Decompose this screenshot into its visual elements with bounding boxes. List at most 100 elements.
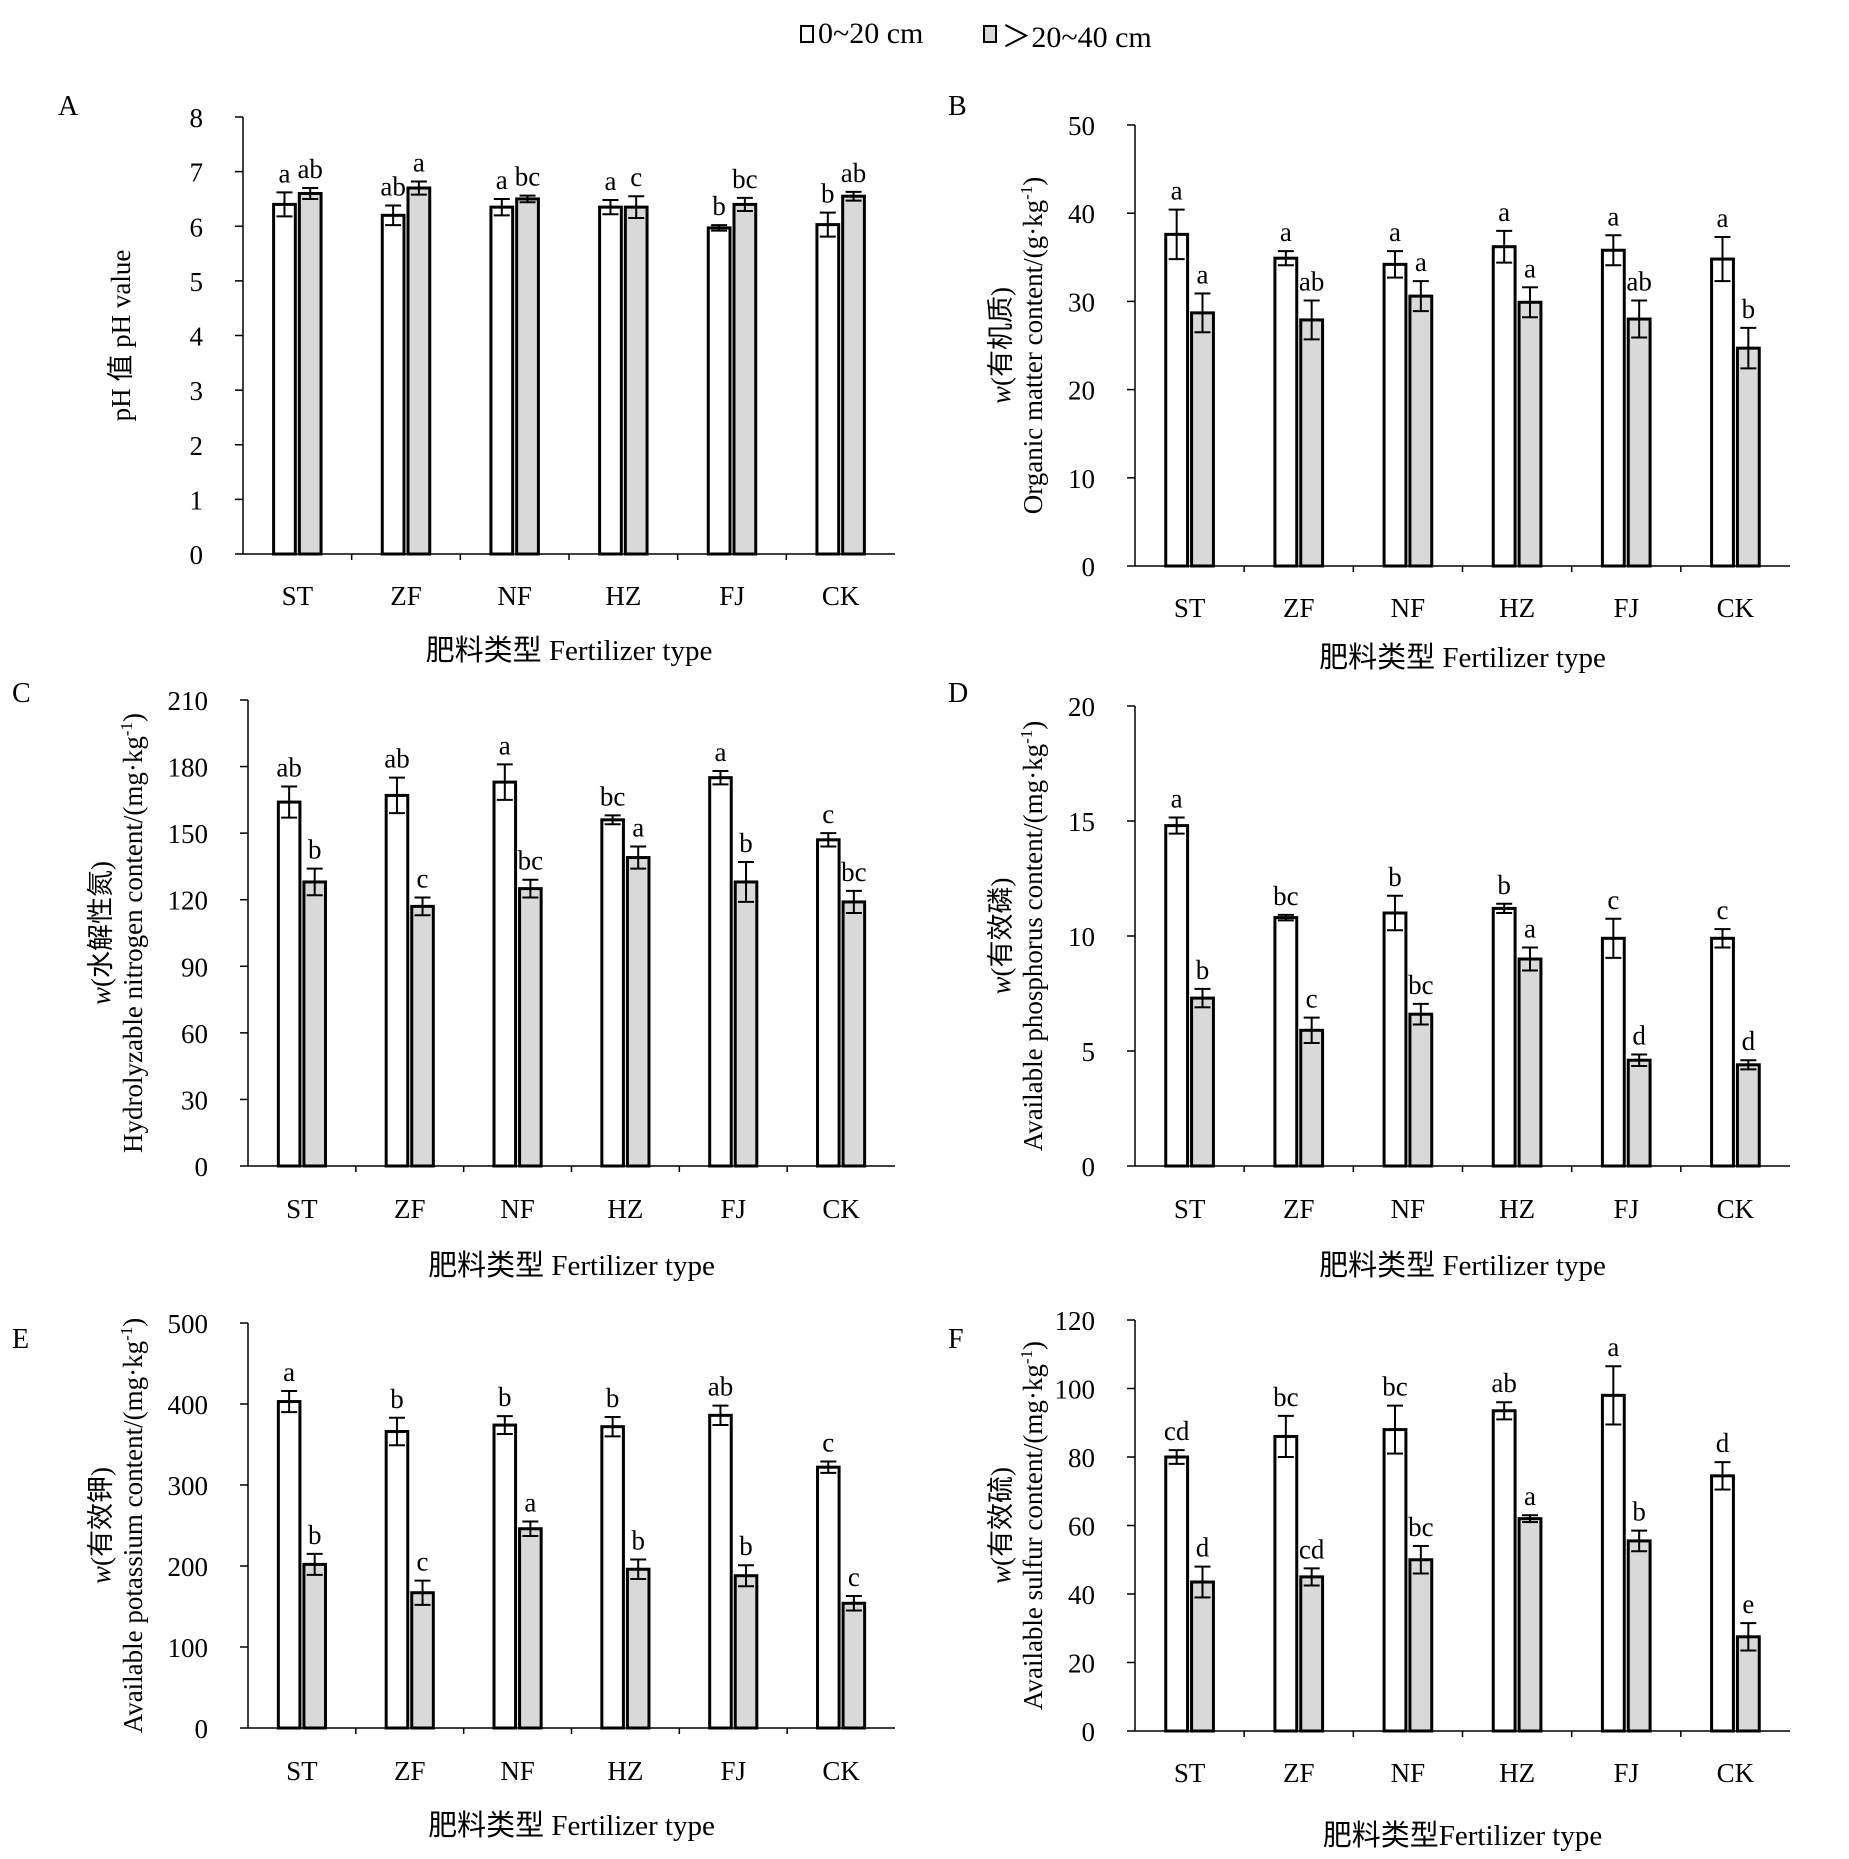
panel-f-y-tick-label: 0 [1082, 1717, 1096, 1747]
panel-a-y-tick-label: 8 [190, 103, 204, 133]
panel-c-y-tick-label: 0 [195, 1152, 209, 1182]
panel-a-bar [515, 197, 540, 556]
panel-c-bar [302, 880, 327, 1168]
panel-b-y-axis-title-close: ) [1018, 177, 1048, 186]
panel-e-y-axis-title-cn: (有效钾) [86, 1467, 116, 1566]
panel-b-y-axis-title-prefix: w [986, 386, 1016, 404]
panel-b-x-axis-title: 肥料类型 Fertilizer type [1319, 641, 1606, 674]
panel-f-x-tick-label: ST [1174, 1758, 1206, 1788]
panel-b-significance-label: a [1197, 259, 1209, 289]
legend-item-0-20cm: 0~20 cm [800, 17, 923, 51]
panel-b-x-tick-label: CK [1717, 593, 1755, 623]
panel-a-significance-label: c [630, 162, 642, 192]
panel-c-x-tick-label: ST [286, 1194, 318, 1224]
panel-c-bar [410, 904, 435, 1168]
panel-c-bar [625, 856, 651, 1168]
panel-e-x-tick-label: NF [500, 1756, 535, 1786]
panel-e-bar [276, 1400, 302, 1730]
panel-a-letter: A [58, 91, 79, 122]
panel-a-x-tick-label: ST [282, 581, 314, 611]
panel-d-x-tick-label: NF [1391, 1194, 1426, 1224]
panel-f-letter: F [948, 1324, 964, 1355]
panel-e-bar [518, 1527, 543, 1730]
panel-b-bar [1382, 262, 1408, 568]
panel-e-bar [733, 1574, 759, 1730]
panel-d-bar [1299, 1028, 1325, 1168]
panel-d-significance-label: a [1171, 784, 1183, 814]
panel-d-x-tick-label: ST [1174, 1194, 1206, 1224]
panel-f-significance-label: ab [1491, 1368, 1516, 1398]
panel-e-x-tick-label: ST [286, 1756, 318, 1786]
panel-d-bar [1600, 936, 1626, 1168]
panel-e-significance-label: b [631, 1526, 645, 1556]
panel-d-y-axis-title-main: Available phosphorus content/(mg·kg [1018, 744, 1048, 1151]
panel-c-x-tick-label: CK [822, 1194, 860, 1224]
panel-e-y-axis-title-main: Available potassium content/(mg·kg [118, 1341, 148, 1733]
panel-f-y-axis-title-close: ) [1018, 1341, 1048, 1350]
panel-f-y-tick-label: 100 [1055, 1375, 1096, 1405]
panel-e-x-tick-label: CK [822, 1756, 860, 1786]
panel-d-y-axis-title: w(有效磷)Available phosphorus content/(mg·k… [986, 721, 1048, 1152]
panel-b-significance-label: a [1607, 201, 1619, 231]
panel-e-bar [410, 1591, 435, 1730]
panel-c-y-tick-label: 180 [168, 753, 209, 783]
panel-e-significance-label: c [822, 1428, 834, 1458]
panel-b-x-tick-label: HZ [1499, 593, 1535, 623]
panel-a-x-tick-label: CK [822, 581, 860, 611]
panel-d-x-axis-title: 肥料类型 Fertilizer type [1319, 1249, 1606, 1282]
panel-a-y-tick-label: 7 [190, 158, 204, 188]
panel-d-y-tick-label: 5 [1082, 1037, 1096, 1067]
panel-e-significance-label: c [417, 1547, 429, 1577]
panel-d-bar [1735, 1063, 1761, 1168]
panel-d-significance-label: d [1742, 1026, 1756, 1056]
panel-d-x-tick-label: HZ [1499, 1194, 1535, 1224]
panel-d-significance-label: d [1632, 1020, 1646, 1050]
panel-d-letter: D [948, 678, 968, 709]
panel-d-significance-label: b [1388, 862, 1402, 892]
panel-f-significance-label: b [1632, 1497, 1646, 1527]
panel-d-y-axis-title-close: ) [1018, 721, 1048, 730]
panel-f-y-tick-label: 20 [1068, 1649, 1095, 1679]
panel-b-bar [1273, 256, 1299, 568]
panel-c-y-axis-title: w(水解性氮)Hydrolyzable nitrogen content/(mg… [86, 713, 148, 1153]
panel-c-significance-label: a [499, 730, 511, 760]
panel-a-x-tick-label: ZF [390, 581, 422, 611]
panel-b-bar [1626, 317, 1652, 568]
panel-a-bar [706, 226, 732, 556]
panel-c-bar [600, 818, 625, 1168]
panel-b-bar [1517, 300, 1543, 568]
panel-e: E0100200300400500STabZFbcNFbaHZbbFJabbCK… [12, 1309, 895, 1842]
panel-d-y-axis-title-superscript: -1 [1017, 730, 1036, 744]
panel-f-y-tick-label: 80 [1068, 1443, 1095, 1473]
panel-c-x-tick-label: ZF [394, 1194, 426, 1224]
panel-c-y-axis-title-prefix: w [86, 987, 116, 1005]
panel-c-x-tick-label: NF [500, 1194, 535, 1224]
panel-e-bar [816, 1465, 841, 1730]
panel-a-significance-label: a [496, 165, 508, 195]
panel-e-x-tick-label: FJ [720, 1756, 746, 1786]
panel-f-significance-label: cd [1299, 1534, 1325, 1564]
panel-c-y-axis-title-superscript: -1 [117, 722, 136, 736]
panel-e-x-axis-title: 肥料类型 Fertilizer type [428, 1809, 715, 1842]
panel-f-x-tick-label: FJ [1613, 1758, 1639, 1788]
panel-e-significance-label: ab [708, 1372, 733, 1402]
panel-d-y-axis-title-prefix: w [986, 976, 1016, 994]
panel-b-x-tick-label: ST [1174, 593, 1206, 623]
panel-f-bar [1299, 1575, 1325, 1733]
panel-f-x-axis-title: 肥料类型Fertilizer type [1323, 1819, 1602, 1852]
panel-a-bar [815, 223, 841, 556]
panel-d-significance-label: c [1306, 984, 1318, 1014]
panel-b-y-tick-label: 50 [1068, 111, 1095, 141]
panel-b-significance-label: a [1280, 217, 1292, 247]
panel-e-x-tick-label: ZF [394, 1756, 426, 1786]
panel-d-significance-label: c [1607, 885, 1619, 915]
panel-e-y-tick-label: 300 [168, 1471, 209, 1501]
panel-b-bar [1299, 318, 1325, 568]
panel-c-y-axis-title-main: Hydrolyzable nitrogen content/(mg·kg [118, 736, 148, 1153]
panel-d-significance-label: b [1497, 870, 1511, 900]
panel-e-significance-label: b [606, 1383, 620, 1413]
panel-a-y-tick-label: 2 [190, 431, 204, 461]
panel-a-y-tick-label: 6 [190, 212, 204, 242]
panel-e-y-axis-title-close: ) [118, 1318, 148, 1327]
panel-d: D05101520STabZFbccNFbbcHZbaFJcdCKcd肥料类型 … [948, 678, 1790, 1282]
